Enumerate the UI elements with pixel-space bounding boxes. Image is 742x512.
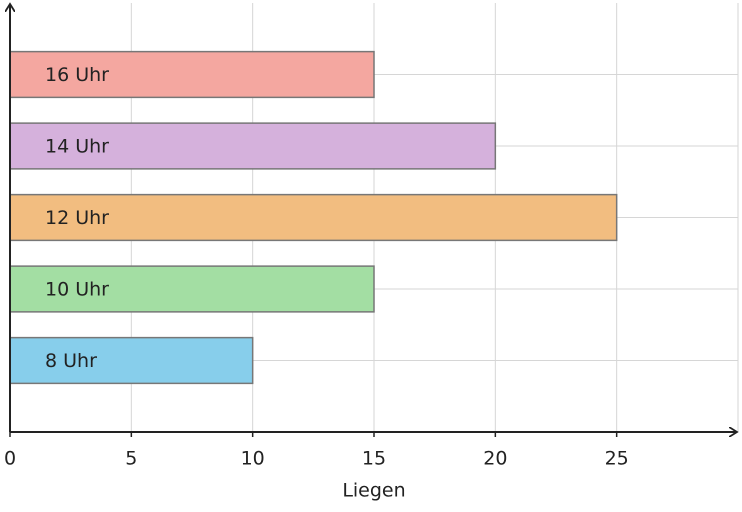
bar-label: 14 Uhr bbox=[45, 136, 109, 158]
bar-label: 16 Uhr bbox=[45, 64, 109, 86]
x-tick-label: 25 bbox=[605, 448, 629, 470]
bar bbox=[9, 193, 618, 242]
bar-label: 8 Uhr bbox=[45, 350, 97, 372]
x-tick-label: 5 bbox=[125, 448, 137, 470]
x-tick-label: 10 bbox=[241, 448, 265, 470]
bar-label: 10 Uhr bbox=[45, 279, 109, 301]
bar bbox=[9, 50, 375, 99]
x-tick-label: 20 bbox=[483, 448, 507, 470]
bar bbox=[9, 336, 254, 385]
bar bbox=[9, 122, 497, 170]
x-tick-label: 15 bbox=[362, 448, 386, 470]
bar bbox=[9, 265, 375, 313]
bar-label: 12 Uhr bbox=[45, 207, 109, 229]
x-tick-label: 0 bbox=[4, 448, 16, 470]
x-axis-label: Liegen bbox=[342, 480, 405, 502]
bars bbox=[9, 50, 618, 385]
